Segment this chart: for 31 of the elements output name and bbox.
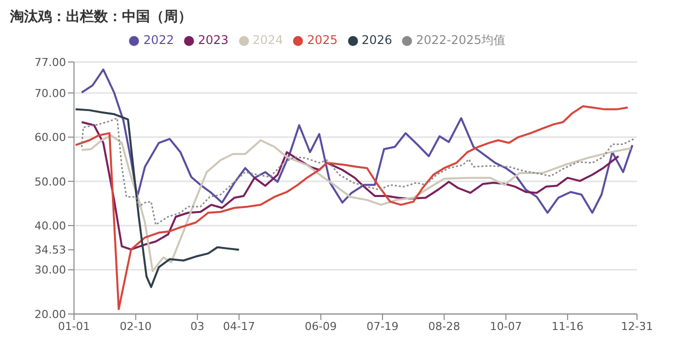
y-tick-label: 20.00 xyxy=(34,308,66,321)
y-tick-label: 30.00 xyxy=(34,264,66,277)
legend-label: 2025 xyxy=(307,33,338,47)
chart-title: 淘汰鸡：出栏数：中国（周） xyxy=(9,8,193,27)
x-tick-label: 12-31 xyxy=(621,320,653,333)
legend-label: 2024 xyxy=(252,33,284,47)
x-tick-label: 02-10 xyxy=(120,320,152,333)
legend-label: 2022 xyxy=(143,33,174,47)
x-tick-label: 06-09 xyxy=(304,320,337,333)
x-tick-label: 08-28 xyxy=(428,320,460,333)
x-tick-label: 03 xyxy=(190,320,204,333)
line-series xyxy=(80,68,634,214)
y-tick-label: 50.00 xyxy=(34,175,66,188)
x-tick-label: 07-19 xyxy=(366,320,398,333)
line-series xyxy=(80,121,620,250)
legend-label: 2026 xyxy=(362,33,392,47)
line-series xyxy=(74,108,240,288)
x-tick-label: 10-07 xyxy=(490,320,522,333)
y-tick-label: 70.00 xyxy=(34,86,66,100)
x-tick-label: 04-17 xyxy=(223,320,256,333)
y-tick-label: 77.00 xyxy=(34,56,66,69)
y-tick-label: 40.00 xyxy=(34,219,66,232)
y-tick-label: 60.00 xyxy=(34,131,66,144)
line-series xyxy=(80,117,635,226)
x-tick-label: 11-16 xyxy=(552,320,584,333)
line-series xyxy=(74,105,629,310)
x-tick-label: 01-01 xyxy=(58,320,90,333)
line-series xyxy=(80,134,632,272)
legend-label: 2022-2025均值 xyxy=(416,33,506,47)
y-tick-label: 34.53 xyxy=(34,244,66,257)
legend-label: 2023 xyxy=(198,33,229,47)
